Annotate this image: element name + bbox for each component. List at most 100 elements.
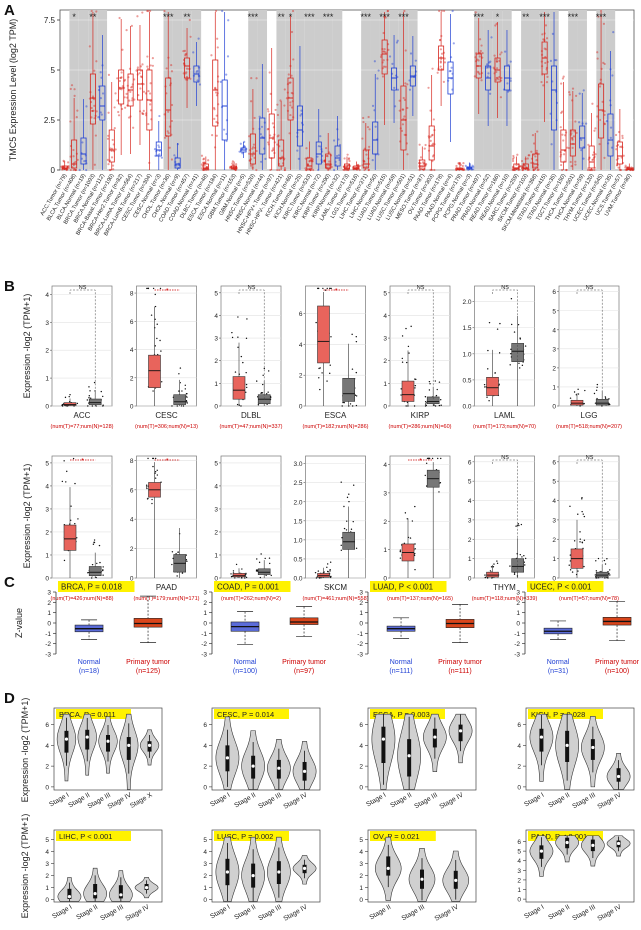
panel-a-point (147, 9, 150, 13)
panel-a-point (99, 71, 102, 74)
panel-c-ytick-label: -3 (201, 652, 207, 659)
panel-a-point (571, 138, 574, 141)
panel-b-frame (474, 285, 535, 407)
panel-d-box (67, 888, 72, 899)
panel-d-title-highlight (56, 831, 131, 841)
panel-a-point (503, 50, 507, 53)
panel-a-point (603, 110, 606, 113)
panel-a-point (494, 78, 498, 81)
panel-b-ytick-label: 3 (214, 336, 218, 343)
panel-a-point (93, 69, 96, 72)
panel-a-point (124, 106, 127, 109)
panel-d-median-dot (565, 840, 569, 845)
panel-a-point (598, 85, 602, 88)
panel-b-ytick-label: 2 (299, 373, 303, 380)
panel-a-point (605, 119, 608, 123)
panel-b-point (579, 405, 581, 407)
panel-b-ytick-label: 0 (552, 404, 556, 411)
panel-a-point (591, 102, 594, 105)
panel-b-point (184, 384, 186, 386)
panel-b-point (355, 404, 358, 407)
panel-b-point (498, 383, 500, 386)
panel-a-point (249, 100, 253, 103)
panel-a-point (234, 168, 237, 172)
panel-b-subplot-cesc: 0 2 4 6 8 * CESC (num(T)=306;num(N)=13) (130, 285, 198, 430)
panel-a-point (189, 35, 192, 38)
panel-a-point (72, 148, 75, 152)
panel-a-point (317, 145, 320, 148)
panel-a-point (570, 132, 573, 135)
panel-a-point (215, 120, 218, 124)
panel-a-point (396, 39, 399, 42)
panel-b-point (424, 474, 426, 477)
panel-c-ytick-label: 2 (359, 600, 363, 607)
panel-a-point (132, 126, 135, 129)
panel-a-point (120, 76, 123, 80)
panel-a-point (594, 153, 597, 156)
panel-b-point (484, 574, 486, 576)
panel-b-point (245, 573, 247, 576)
panel-b-point (405, 361, 408, 364)
panel-b-ytick-label: 6 (130, 487, 134, 494)
panel-a-box (400, 85, 407, 151)
panel-b-point (61, 405, 64, 407)
panel-a-significance: *** (361, 12, 372, 22)
panel-b-n-label: (num(T)=173;num(N)=70) (473, 424, 536, 430)
panel-b-n-label: (num(T)=182;num(N)=286) (302, 424, 368, 430)
panel-a-point (203, 161, 206, 164)
panel-b-normal-box (88, 566, 102, 576)
panel-b-point (327, 571, 329, 573)
panel-a-point (136, 15, 139, 18)
panel-a-shade (577, 10, 587, 170)
panel-a-significance: ** (184, 12, 192, 22)
panel-b-title: LGG (581, 411, 598, 420)
panel-a-point (306, 163, 310, 166)
panel-a-point (394, 105, 397, 108)
panel-b-point (573, 540, 576, 542)
panel-a-point (76, 158, 79, 161)
panel-a-point (149, 109, 153, 112)
panel-b-point (230, 573, 232, 575)
panel-b-point (440, 457, 442, 460)
panel-a-box (607, 113, 614, 157)
panel-b-point (427, 457, 430, 460)
panel-a-point (393, 86, 396, 89)
panel-a-point (398, 109, 401, 112)
panel-b-point (594, 402, 597, 404)
panel-b-n-label: (num(T)=262;num(N)=2) (221, 596, 281, 602)
panel-d-ytick-label: 0 (45, 784, 49, 791)
panel-b-frame (51, 285, 113, 407)
panel-a-point (479, 49, 482, 53)
panel-b-n-label: (num(T)=286;num(N)=60) (389, 424, 452, 430)
panel-a-point (213, 108, 216, 111)
panel-a-point (495, 76, 498, 80)
panel-b-title: KIRP (411, 411, 430, 420)
panel-a-point (561, 133, 564, 136)
panel-b-point (581, 498, 583, 500)
panel-b-point (399, 550, 402, 553)
panel-b-point (410, 325, 412, 328)
panel-a-point (566, 146, 569, 149)
panel-a-point (248, 152, 251, 155)
panel-a-point (609, 126, 613, 129)
panel-b-point (343, 505, 345, 508)
panel-d-x-label: Stage II (547, 792, 571, 810)
panel-a-point (386, 9, 389, 13)
panel-a-point (619, 145, 622, 148)
panel-a-point (291, 9, 295, 13)
panel-b-point (259, 576, 262, 579)
panel-b-title: ACC (74, 411, 91, 420)
panel-a-point (93, 163, 96, 166)
panel-a-point (471, 164, 474, 167)
panel-b-point (399, 549, 402, 551)
panel-d-x-label: Stage II (233, 792, 257, 810)
panel-b-point (330, 287, 332, 290)
panel-a-point (568, 91, 571, 94)
panel-b-point (329, 287, 331, 290)
panel-b-point (87, 405, 89, 407)
panel-b-point (341, 405, 343, 407)
panel-d-ytick-label: 6 (45, 722, 49, 729)
panel-b-point (74, 522, 76, 525)
panel-a-point (309, 168, 312, 172)
